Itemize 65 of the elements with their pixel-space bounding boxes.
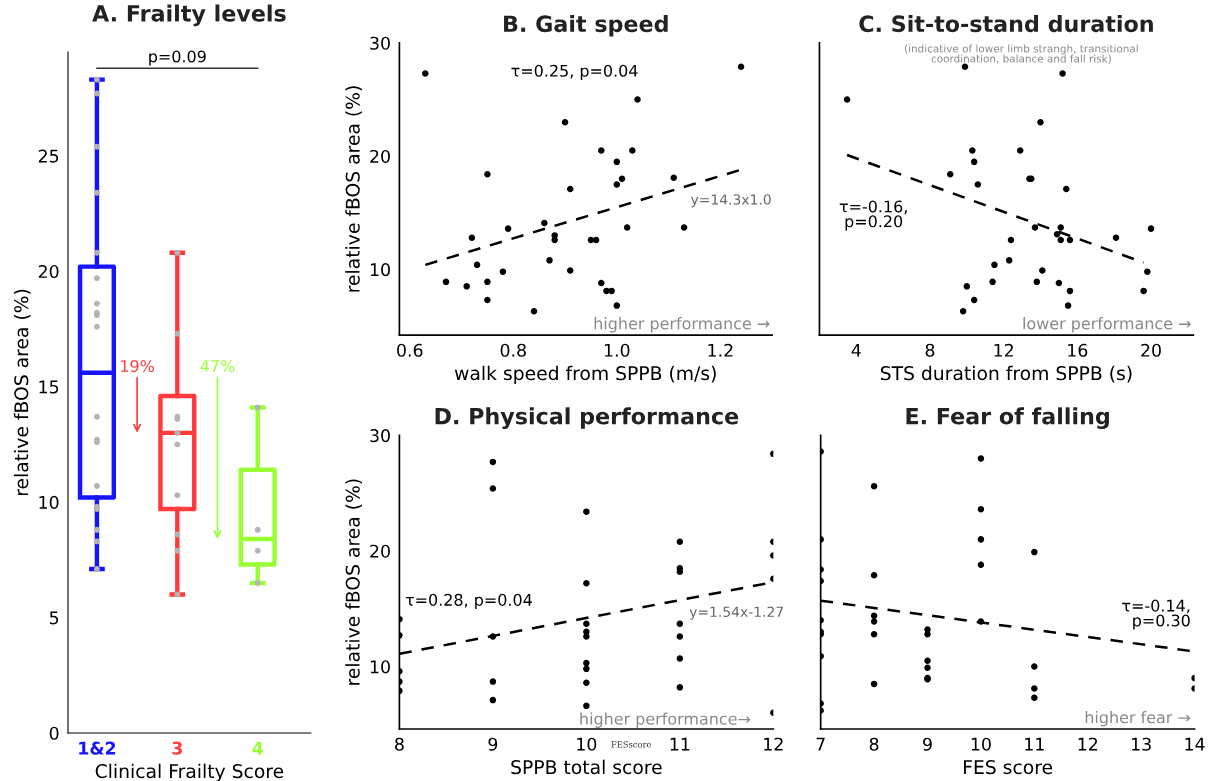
x-axis-title: FES score	[964, 760, 1053, 775]
x-tick-label: 13	[1132, 737, 1151, 751]
x-tick-label: 1.0	[604, 343, 630, 357]
x-tick-label: 3	[172, 741, 182, 755]
x-tick-label: 7	[816, 737, 825, 751]
y-tick-label: 25	[38, 149, 59, 163]
y-tick-label: 20	[370, 149, 390, 164]
annotation: τ=0.28, p=0.04	[405, 593, 532, 609]
x-tick-label: 20	[1141, 343, 1161, 357]
x-tick-label: 8	[869, 737, 879, 751]
text: FESscore	[611, 741, 652, 748]
text: (indicative of lower limb strangh, transitional coordination, balance and fall risk)	[904, 44, 1138, 64]
y-tick-label: 30	[370, 36, 390, 50]
y-tick-label: 15	[39, 380, 59, 394]
annotation: τ=-0.14, p=0.30	[1122, 599, 1190, 630]
y-tick-label: 20	[38, 264, 59, 279]
annotation: τ=0.25, p=0.04	[511, 64, 638, 80]
chart-title: D. Physical performance	[435, 407, 739, 430]
x-tick-label: 1.2	[708, 343, 733, 357]
y-axis-title: relative fBOS area (%)	[345, 86, 362, 292]
y-axis-title: relative fBOS area (%)	[13, 289, 31, 496]
x-tick-label: 9	[923, 737, 932, 751]
x-tick-label: 9	[488, 737, 498, 751]
y-tick-label: 10	[370, 660, 390, 674]
y-axis-title: relative fBOS area (%)	[345, 479, 362, 685]
y-tick-label: 20	[370, 544, 390, 558]
annotation: τ=-0.16, p=0.20	[839, 200, 907, 231]
chart-title: B. Gait speed	[504, 14, 668, 37]
x-axis-title: SPPB total score	[511, 759, 662, 775]
x-tick-label: 0.8	[500, 343, 526, 357]
x-tick-label: 12	[994, 343, 1013, 357]
chart-title: E. Fear of falling	[906, 407, 1109, 430]
y-tick-label: 5	[49, 611, 59, 625]
x-tick-label: 16	[1068, 343, 1088, 357]
annotation: higher fear →	[1085, 710, 1191, 727]
annotation: 47%	[200, 359, 235, 373]
x-tick-label: 11	[670, 737, 690, 751]
x-tick-label: 12	[764, 737, 783, 751]
y-tick-label: 0	[49, 726, 59, 740]
x-tick-label: 10	[577, 737, 597, 751]
annotation: 19%	[121, 359, 154, 373]
x-tick-label: 4	[851, 343, 861, 357]
annotation: p=0.09	[149, 50, 206, 66]
x-tick-label: 14	[1185, 737, 1205, 751]
annotation: lower performance →	[1023, 317, 1191, 333]
chart-title: A. Frailty levels	[92, 4, 286, 27]
x-tick-label: 11	[1025, 737, 1044, 751]
x-tick-label: 10	[971, 737, 991, 751]
y-tick-label: 10	[39, 495, 59, 509]
annotation: y=14.3x1.0	[690, 194, 771, 208]
x-tick-label: 8	[395, 737, 404, 751]
chart-title: C. Sit-to-stand duration	[859, 14, 1153, 33]
x-axis-title: STS duration from SPPB (s)	[880, 365, 1132, 383]
x-axis-title: Clinical Frailty Score	[95, 763, 284, 781]
x-tick-label: 8	[925, 343, 935, 357]
x-axis-title: walk speed from SPPB (m/s)	[454, 365, 716, 384]
annotation: higher performance →	[594, 317, 770, 333]
x-tick-label: 4	[252, 741, 263, 755]
y-tick-label: 30	[370, 429, 390, 443]
annotation: y=1.54x-1.27	[689, 606, 783, 620]
x-tick-label: 1&2	[79, 741, 116, 755]
x-tick-label: 0.6	[397, 343, 423, 357]
annotation: higher performance→	[580, 712, 751, 728]
y-tick-label: 10	[370, 263, 390, 277]
x-tick-label: 12	[1078, 737, 1098, 751]
